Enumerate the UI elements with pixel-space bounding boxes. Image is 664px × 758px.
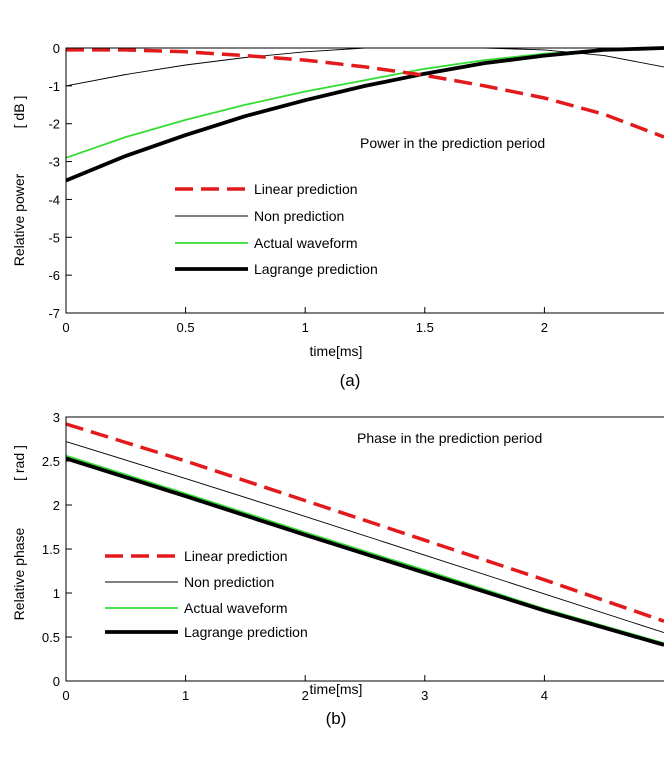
panel-b-y-tick-label: 2.5: [42, 454, 60, 469]
panel-b-annotation: Phase in the prediction period: [357, 430, 542, 446]
panel-b-line-actual: [65, 454, 664, 645]
panel-a-y-label: Relative power: [11, 173, 27, 266]
panel-a-x-tick-label: 0: [62, 320, 69, 335]
panel-b-x-ticks: 0 1 2 3 4: [62, 675, 548, 703]
panel-a-caption: (a): [340, 371, 361, 390]
panel-a-legend: Linear prediction Non prediction Actual …: [175, 181, 378, 277]
panel-b-line-non: [65, 441, 664, 634]
panel-b-y-tick-label: 2: [53, 498, 60, 513]
legend-b-label-actual: Actual waveform: [184, 600, 287, 616]
panel-b-y-tick-label: 0.5: [42, 630, 60, 645]
panel-a-x-ticks: 0 0.5 1 1.5 2: [62, 307, 548, 335]
panel-b-x-tick-label: 3: [421, 688, 428, 703]
panel-b-x-tick-label: 4: [541, 688, 548, 703]
panel-a-line-linear: [66, 48, 664, 139]
legend-a-label-non: Non prediction: [254, 208, 344, 224]
panel-b-legend: Linear prediction Non prediction Actual …: [105, 548, 308, 640]
panel-a-y-tick-label: -1: [48, 79, 60, 94]
legend-a-label-lagrange: Lagrange prediction: [254, 261, 378, 277]
panel-a-series-lines: [65, 46, 664, 183]
legend-b-label-non: Non prediction: [184, 574, 274, 590]
panel-a-x-tick-label: 2: [541, 320, 548, 335]
panel-b-x-label: time[ms]: [310, 681, 363, 697]
panel-a-y-tick-label: 0: [53, 41, 60, 56]
panel-b-y-tick-label: 1: [53, 586, 60, 601]
panel-b-y-tick-label: 0: [53, 674, 60, 689]
panel-b: 0 0.5 1 1.5 2 2.5 3 0 1 2 3 4 Phase in the predict…: [11, 410, 664, 728]
panel-b-y-tick-label: 3: [53, 410, 60, 425]
panel-a-x-label: time[ms]: [310, 343, 363, 359]
panel-b-y-label: Relative phase: [11, 527, 27, 620]
panel-b-y-ticks: 0 0.5 1 1.5 2 2.5 3: [42, 410, 72, 689]
panel-b-x-tick-label: 0: [62, 688, 69, 703]
panel-b-caption: (b): [326, 709, 347, 728]
legend-b-label-linear: Linear prediction: [184, 548, 288, 564]
legend-a-label-linear: Linear prediction: [254, 181, 358, 197]
panel-a-y-tick-label: -6: [48, 268, 60, 283]
panel-a-y-tick-label: -7: [48, 306, 60, 321]
panel-b-x-tick-label: 2: [302, 688, 309, 703]
panel-a-axes-frame: [65, 47, 664, 314]
panel-b-line-lagrange: [65, 456, 664, 647]
panel-a-annotation: Power in the prediction period: [360, 135, 545, 151]
panel-b-series-lines: [65, 422, 664, 647]
panel-a-y-unit: [ dB ]: [11, 96, 27, 129]
legend-b-label-lagrange: Lagrange prediction: [184, 624, 308, 640]
panel-b-axes-frame: [65, 416, 664, 682]
panel-a-x-tick-label: 1.5: [416, 320, 434, 335]
panel-a-line-lagrange: [65, 46, 664, 183]
panel-b-y-unit: [ rad ]: [11, 445, 27, 481]
panel-a-x-tick-label: 0.5: [177, 320, 195, 335]
panel-a-y-tick-label: -4: [48, 192, 60, 207]
panel-b-line-linear: [65, 422, 664, 623]
panel-a: 0 -1 -2 -3 -4 -5 -6 -7 0 0.5 1 1.5 2 Power in the p…: [11, 41, 664, 390]
panel-a-y-tick-label: -5: [48, 230, 60, 245]
panel-b-y-tick-label: 1.5: [42, 542, 60, 557]
legend-a-label-actual: Actual waveform: [254, 235, 357, 251]
panel-a-y-tick-label: -2: [48, 117, 60, 132]
panel-b-x-tick-label: 1: [182, 688, 189, 703]
panel-a-y-tick-label: -3: [48, 155, 60, 170]
panel-a-x-tick-label: 1: [302, 320, 309, 335]
